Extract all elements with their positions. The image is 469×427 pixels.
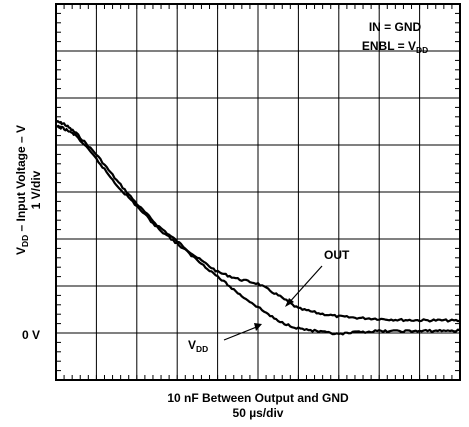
annotation-in-gnd: IN = GND [369,20,422,34]
x-axis-title-line1: 10 nF Between Output and GND [167,391,349,405]
x-axis-title-line2: 50 µs/div [233,406,284,420]
arrow-vdd-head [254,323,262,331]
y-axis-title: VDD – Input Voltage – V 1 V/div [14,125,43,255]
y-axis-title-line1: VDD – Input Voltage – V [14,125,30,255]
arrow-vdd-shaft [223,325,260,341]
arrow-out-shaft [286,265,323,306]
arrow-out-head [285,298,294,307]
label-out: OUT [324,248,350,262]
plot-frame [55,3,461,381]
series-lines [55,120,461,336]
series-line-out [55,120,461,323]
label-vdd: VDD [188,338,208,354]
annotation-enbl-vdd: ENBL = VDD [362,39,428,55]
grid [56,4,460,380]
y-axis-title-line2: 1 V/div [29,170,43,209]
series-line-vdd [55,124,461,336]
zero-volt-label: 0 V [22,328,40,342]
